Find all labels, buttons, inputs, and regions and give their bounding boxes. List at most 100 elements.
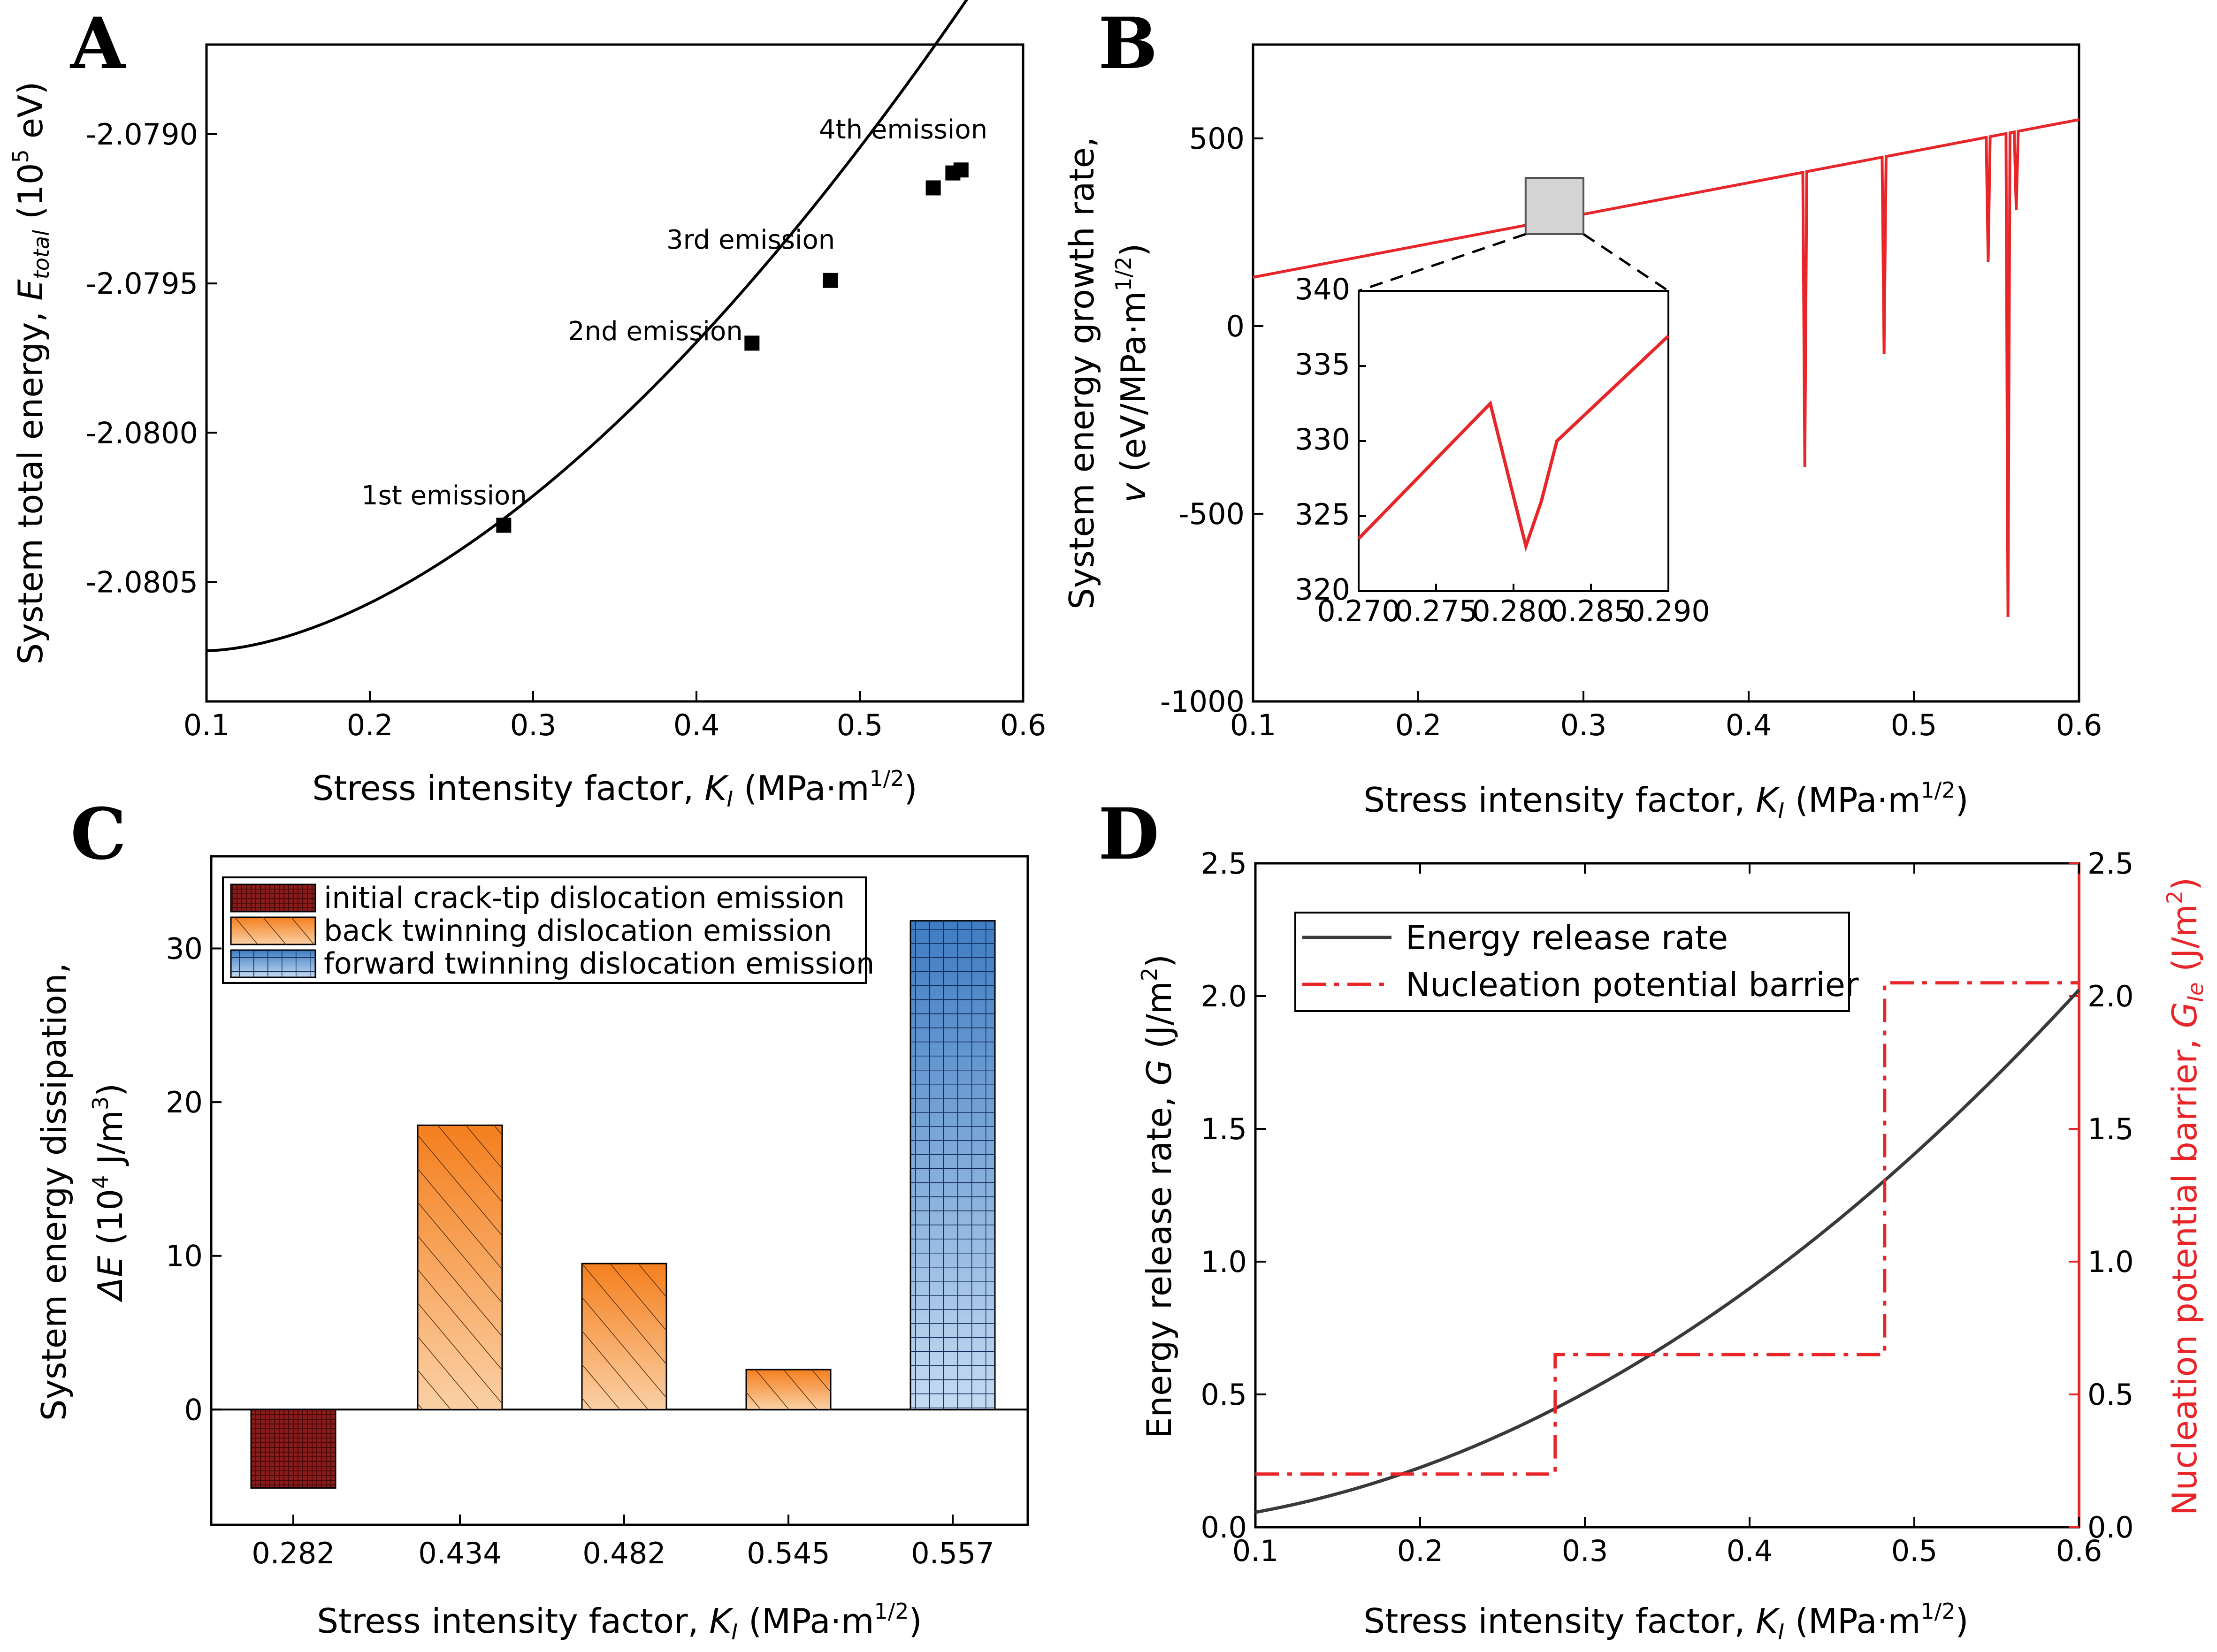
x-tick-label: 0.4 [673,708,720,742]
x-tick-label: 0.3 [1562,1534,1608,1568]
y-tick-label: 0.0 [1200,1510,1247,1545]
y-tick-label: 325 [1295,497,1350,532]
inset-y-ticks: 320 325 330 335 340 [1295,272,1366,607]
x-tick-label: 0.545 [747,1536,830,1570]
panel-c-legend: initial crack-tip dislocation emission b… [222,876,874,984]
x-tick-label: 0.434 [418,1536,502,1570]
y-tick-label: 0.0 [2087,1510,2134,1545]
x-tick-label: 0.6 [2056,1534,2102,1568]
x-tick-label: 0.6 [1000,708,1047,742]
panel-a: A 0.1 0.2 0.3 0.4 0.5 0.6 -2.0805 -2.0800 -2.07… [8,0,1046,812]
x-tick-label: 0.4 [1727,1534,1773,1568]
y-tick-label: 340 [1295,272,1350,306]
y-tick-label: 0.5 [1200,1378,1247,1412]
x-tick-label: 0.270 [1317,594,1400,628]
legend-swatch-forward-grid [231,950,315,977]
panel-b: B 0.1 0.2 0.3 0.4 0.5 0.6 -1000 -500 0 500 0.270… [1062,2,2102,823]
x-tick-label: 0.280 [1472,594,1555,628]
panel-b-zoom-connector-right [1582,233,1669,292]
panel-b-zoom-connector-left [1358,233,1526,292]
y-tick-label: 2.0 [1200,979,1247,1013]
legend-frame [1294,912,1850,1012]
panel-c-y-axis-label-line2: ΔE (104 J/m3) [88,1083,130,1303]
legend-frame [222,876,867,984]
panel-c-y-ticks: 0 10 20 30 [166,932,222,1427]
inset-frame [1358,290,1669,592]
y-tick-label: -1000 [1160,685,1245,719]
legend-label-forward: forward twinning dislocation emission [324,946,874,981]
panel-d: D 0.1 0.2 0.3 0.4 0.5 0.6 0.00.51.01.52.02.5 … [1098,793,2208,1644]
panel-a-x-axis-label: Stress intensity factor, KI (MPa·m1/2) [312,766,917,812]
panel-letter-b: B [1098,2,1158,85]
legend-label-nucleation-barrier: Nucleation potential barrier [1406,966,1859,1004]
panel-a-energy-curve [206,0,969,652]
y-tick-label: -2.0790 [86,117,198,152]
x-tick-label: 0.282 [252,1536,335,1570]
panel-b-x-axis-label: Stress intensity factor, KI (MPa·m1/2) [1363,777,1968,823]
y-tick-label: 2.5 [1200,846,1247,881]
emission-marker [823,273,838,288]
legend-swatch-back-hatch [231,917,315,944]
panel-letter-a: A [69,2,126,85]
panel-b-y-ticks: -1000 -500 0 500 [1160,122,1263,719]
x-tick-label: 0.482 [582,1536,666,1570]
y-tick-label: -2.0805 [86,565,198,599]
panel-c-x-axis-label: Stress intensity factor, KI (MPa·m1/2) [317,1599,922,1644]
y-tick-label: 330 [1295,422,1350,457]
emission-marker [744,335,760,351]
panel-c-frame [210,855,1029,1526]
x-tick-label: 0.4 [1726,708,1772,742]
panel-letter-c: C [70,793,126,875]
panel-c-bars [250,920,996,1489]
y-tick-label: -500 [1178,497,1245,531]
x-tick-label: 0.5 [1891,1534,1938,1568]
x-tick-label: 0.1 [1230,708,1277,742]
panel-a-x-ticks: 0.1 0.2 0.3 0.4 0.5 0.6 [183,691,1047,742]
y-tick-label: 2.0 [2087,979,2134,1013]
annotation-3rd-emission: 3rd emission [666,225,835,255]
x-tick-label: 0.557 [911,1536,994,1570]
panel-d-y-ticks-left: 0.0 0.5 1.0 1.5 2.0 2.5 [1200,846,1266,1545]
y-tick-label: 1.5 [2087,1112,2134,1146]
panel-a-emission-markers [496,162,969,533]
y-tick-label: 30 [166,932,203,966]
y-tick-label: 1.0 [2087,1245,2134,1279]
x-tick-label: 0.6 [2056,708,2102,742]
y-tick-label: 20 [166,1085,203,1119]
panel-letter-d: D [1098,793,1159,875]
series-energy-release-rate [1255,989,2080,1514]
y-tick-label: -2.0795 [86,266,198,301]
y-tick-label: 0.5 [2087,1378,2134,1412]
panel-a-y-axis-label: System total energy, Etotal (105 eV) [8,82,54,665]
panel-b-frame [1252,43,2080,703]
y-tick-label: 500 [1189,122,1245,156]
y-tick-label: 10 [166,1239,203,1273]
bar-grid-0.557 [910,921,995,1410]
bar-hatch-0.482 [582,1264,666,1410]
x-tick-label: 0.2 [347,708,393,742]
panel-a-y-ticks: -2.0805 -2.0800 -2.0795 -2.0790 [86,117,217,599]
panel-d-legend: Energy release rate Nucleation potential… [1294,912,1859,1012]
y-tick-label: 2.5 [2087,846,2134,881]
annotation-1st-emission: 1st emission [361,480,527,511]
panel-b-x-ticks: 0.1 0.2 0.3 0.4 0.5 0.6 [1230,691,2102,742]
inset-growth-rate-line [1357,335,1670,552]
x-tick-label: 0.5 [837,708,883,742]
panel-d-y-axis-label-left: Energy release rate, G (J/m2) [1137,954,1179,1439]
x-tick-label: 0.3 [1560,708,1607,742]
x-tick-label: 0.275 [1394,594,1478,628]
annotation-2nd-emission: 2nd emission [568,316,743,347]
panel-b-y-axis-label-line1: System energy growth rate, [1062,137,1101,609]
annotation-4th-emission: 4th emission [819,114,987,145]
emission-marker [925,180,941,196]
bar-hatch-0.434 [418,1125,502,1410]
panel-d-x-axis-label: Stress intensity factor, KI (MPa·m1/2) [1363,1599,1968,1644]
emission-marker [953,162,969,178]
y-tick-label: 0 [184,1393,203,1427]
legend-label-back: back twinning dislocation emission [324,914,832,948]
panel-b-growth-rate-line [1253,118,2079,617]
x-tick-label: 0.285 [1549,594,1633,628]
